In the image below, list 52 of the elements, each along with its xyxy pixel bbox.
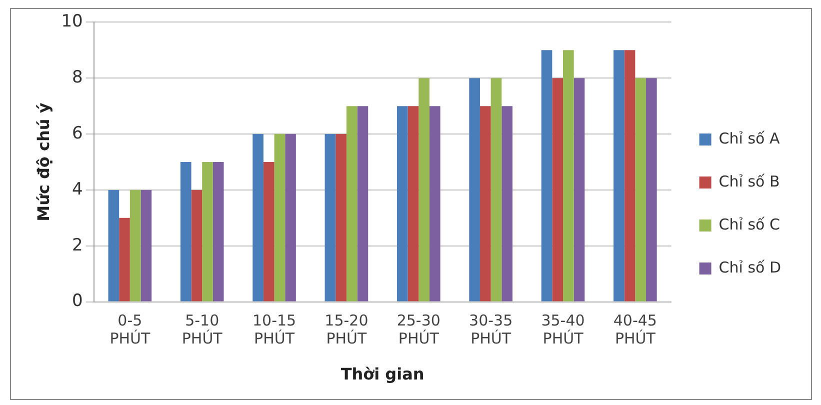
bar xyxy=(108,190,120,302)
legend-label: Chỉ số B xyxy=(718,172,780,190)
bar xyxy=(212,162,224,302)
x-tick-label: 40-45 PHÚT xyxy=(613,312,657,348)
bar xyxy=(274,134,286,302)
bar xyxy=(490,78,502,302)
bar xyxy=(408,106,419,302)
y-tick-label: 10 xyxy=(61,12,83,32)
x-tick-label: 25-30 PHÚT xyxy=(396,312,440,348)
bar xyxy=(357,106,368,302)
bar xyxy=(624,50,636,302)
bar xyxy=(191,190,202,302)
bar xyxy=(502,106,512,302)
bar xyxy=(563,50,574,302)
bar xyxy=(140,190,152,302)
x-tick-label: 35-40 PHÚT xyxy=(541,312,585,348)
bar xyxy=(418,78,430,302)
bar xyxy=(130,190,141,302)
bar xyxy=(180,162,192,302)
bar xyxy=(202,162,213,302)
x-tick-label: 0-5 PHÚT xyxy=(110,312,151,348)
x-axis-title: Thời gian xyxy=(340,364,424,384)
legend-label: Chỉ số D xyxy=(718,258,782,276)
y-tick-label: 0 xyxy=(72,291,83,312)
x-tick-label: 5-10 PHÚT xyxy=(182,312,224,348)
bar xyxy=(646,78,657,302)
y-axis-title: Mức độ chú ý xyxy=(34,102,53,222)
bar xyxy=(285,134,296,302)
bar xyxy=(324,134,336,302)
bar xyxy=(119,218,130,302)
bar xyxy=(480,106,491,302)
bar xyxy=(614,50,624,302)
bar xyxy=(396,106,408,302)
bar xyxy=(574,78,585,302)
x-tick-label: 15-20 PHÚT xyxy=(324,312,368,348)
bar xyxy=(635,78,646,302)
y-tick-label: 4 xyxy=(72,179,83,200)
bar xyxy=(469,78,480,302)
bar xyxy=(552,78,564,302)
legend-label: Chỉ số A xyxy=(718,129,780,148)
bar xyxy=(263,162,274,302)
x-tick-label: 10-15 PHÚT xyxy=(252,312,296,348)
bar xyxy=(252,134,264,302)
y-tick-label: 8 xyxy=(72,68,83,88)
y-tick-label: 6 xyxy=(72,123,83,144)
x-tick-label: 30-35 PHÚT xyxy=(469,312,513,348)
legend-label: Chỉ số C xyxy=(718,215,780,234)
bar xyxy=(541,50,552,302)
bar xyxy=(429,106,440,302)
bar xyxy=(346,106,358,302)
bar xyxy=(336,134,346,302)
y-tick-label: 2 xyxy=(72,235,83,256)
